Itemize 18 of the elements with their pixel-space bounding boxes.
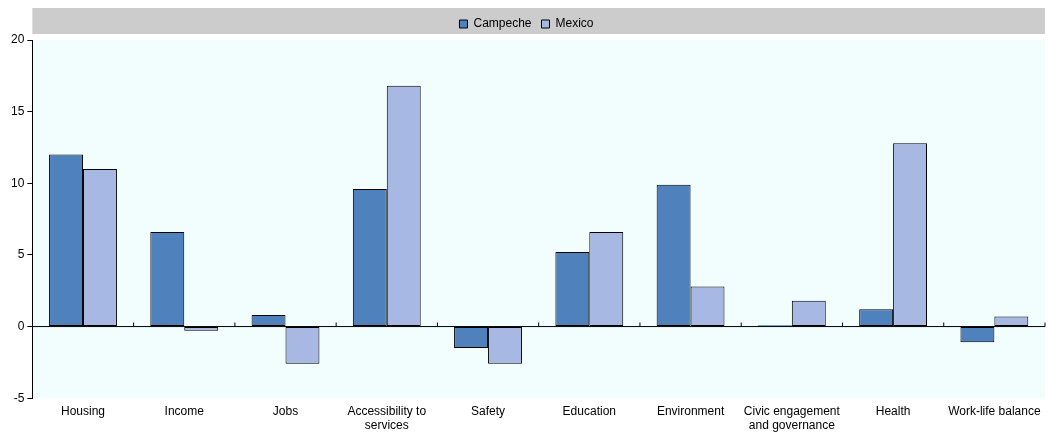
x-tick-label: Work-life balance	[948, 403, 1041, 418]
y-tick-label: -5	[13, 390, 25, 405]
x-tick-label: Civic engagement and governance	[743, 403, 841, 433]
y-tick-label: 10	[10, 175, 25, 190]
y-tick-label: 15	[10, 103, 25, 118]
x-tick-label: Education	[562, 403, 616, 418]
x-tick-label: Safety	[471, 403, 506, 418]
legend-label: Mexico	[555, 16, 594, 31]
legend-label: Campeche	[473, 16, 532, 31]
y-tick-label: 20	[10, 32, 25, 47]
y-tick-label: 0	[17, 318, 25, 333]
x-tick-label: Accessibility to services	[347, 403, 427, 433]
x-tick-label: Housing	[60, 403, 105, 418]
x-tick-label: Income	[164, 403, 205, 418]
x-tick-label: Environment	[656, 403, 725, 418]
x-tick-label: Health	[875, 403, 911, 418]
y-tick-label: 5	[17, 247, 25, 262]
x-tick-label: Jobs	[272, 403, 299, 418]
